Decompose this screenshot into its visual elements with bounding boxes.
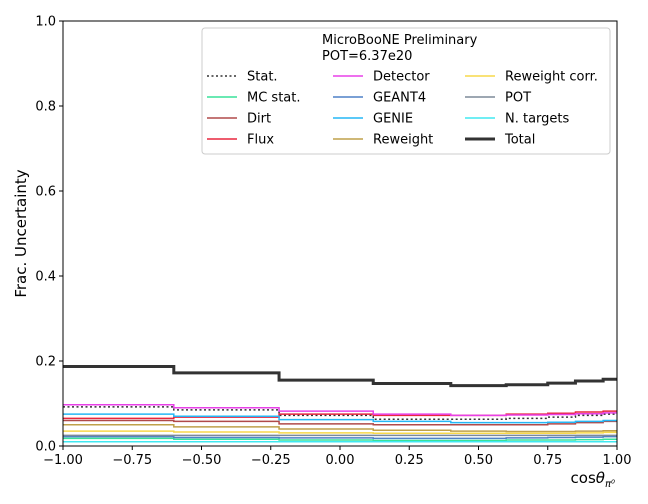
legend-label-detector: Detector (373, 70, 430, 85)
legend-label-total: Total (504, 133, 535, 148)
x-tick-label: 0.25 (395, 453, 424, 468)
legend-label-pot: POT (505, 91, 531, 106)
y-axis-label: Frac. Uncertainty (12, 169, 30, 297)
x-tick-label: 0.50 (464, 453, 493, 468)
series-line-dirt (63, 419, 617, 426)
series-line-reweight-corr (63, 430, 617, 434)
y-tick-label: 0.0 (35, 440, 56, 455)
legend-label-genie: GENIE (373, 112, 413, 127)
legend-label-flux: Flux (247, 133, 274, 148)
legend-title-experiment: MicroBooNE Preliminary (322, 33, 478, 48)
y-tick-label: 0.4 (35, 270, 56, 285)
legend-label-reweight: Reweight (373, 133, 433, 148)
series-line-reweight (63, 424, 617, 433)
legend-title-pot: POT=6.37e20 (322, 49, 412, 64)
legend: MicroBooNE Preliminary POT=6.37e20 Stat.… (201, 27, 611, 155)
y-tick-label: 1.0 (35, 15, 56, 30)
y-tick-label: 0.6 (35, 185, 56, 200)
legend-label-reweight-corr: Reweight corr. (505, 70, 598, 85)
legend-box (201, 27, 611, 155)
x-axis-label-main: cos (571, 469, 596, 487)
x-tick-label: 1.00 (603, 453, 632, 468)
y-axis-ticks: 0.0 0.2 0.4 0.6 0.8 1.0 (35, 15, 63, 455)
series-layer (63, 365, 617, 443)
legend-label-stat: Stat. (247, 70, 278, 85)
series-line-geant4 (63, 435, 617, 440)
x-tick-label: −1.00 (43, 453, 83, 468)
x-tick-label: −0.75 (112, 453, 152, 468)
y-tick-label: 0.8 (35, 100, 56, 115)
legend-label-dirt: Dirt (247, 112, 271, 127)
series-line-genie (63, 413, 617, 424)
y-tick-label: 0.2 (35, 355, 56, 370)
x-axis-label: cosθπ⁰ (571, 469, 615, 490)
x-tick-label: −0.25 (251, 453, 291, 468)
legend-label-geant4: GEANT4 (373, 91, 426, 106)
legend-label-n-targets: N. targets (505, 112, 570, 127)
legend-entries: Stat. MC stat. Dirt Flux Detector GEANT4 GENIE… (207, 70, 598, 148)
x-tick-label: −0.50 (182, 453, 222, 468)
series-line-detector (63, 404, 617, 417)
x-tick-label: 0.00 (326, 453, 355, 468)
series-line-total (63, 365, 617, 388)
series-line-mc-stat (63, 437, 617, 442)
x-axis-label-subscript: π⁰ (605, 479, 615, 490)
x-tick-label: 0.75 (533, 453, 562, 468)
x-axis-label-symbol: θ (596, 469, 605, 487)
x-axis-ticks: −1.00 −0.75 −0.50 −0.25 0.00 0.25 0.50 0.75 1.00 (43, 446, 631, 468)
series-line-stat (63, 406, 617, 420)
legend-label-mc-stat: MC stat. (247, 91, 301, 106)
